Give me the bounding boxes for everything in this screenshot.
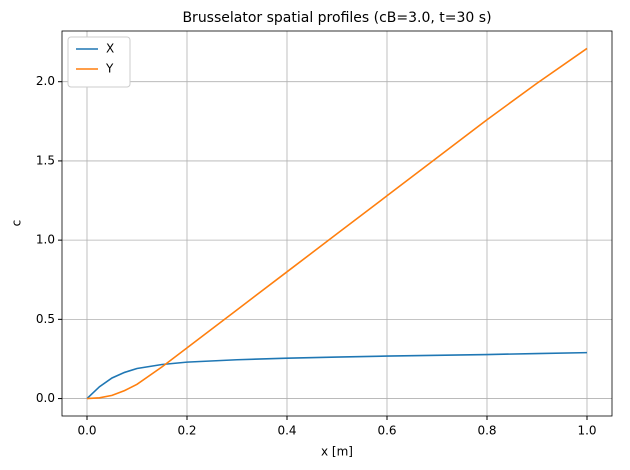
x-tick-label: 0.6 bbox=[377, 424, 396, 438]
x-tick-label: 0.8 bbox=[477, 424, 496, 438]
y-tick-label: 0.0 bbox=[36, 391, 55, 405]
plot-frame bbox=[61, 30, 613, 417]
x-tick-label: 1.0 bbox=[577, 424, 596, 438]
legend-label: Y bbox=[105, 62, 114, 76]
x-axis-label: x [m] bbox=[321, 445, 353, 459]
legend-box bbox=[67, 36, 131, 88]
y-tick-label: 1.5 bbox=[36, 153, 55, 167]
series-line bbox=[86, 351, 588, 400]
legend-label: X bbox=[106, 42, 114, 56]
series-line bbox=[86, 47, 588, 400]
y-tick-label: 2.0 bbox=[36, 74, 55, 88]
x-tick-label: 0.2 bbox=[177, 424, 196, 438]
chart-title: Brusselator spatial profiles (cB=3.0, t=… bbox=[182, 10, 491, 26]
y-tick-label: 1.0 bbox=[36, 233, 55, 247]
y-axis-label: c bbox=[10, 220, 24, 227]
y-tick-label: 0.5 bbox=[36, 312, 55, 326]
x-tick-label: 0.4 bbox=[277, 424, 296, 438]
x-tick-label: 0.0 bbox=[77, 424, 96, 438]
